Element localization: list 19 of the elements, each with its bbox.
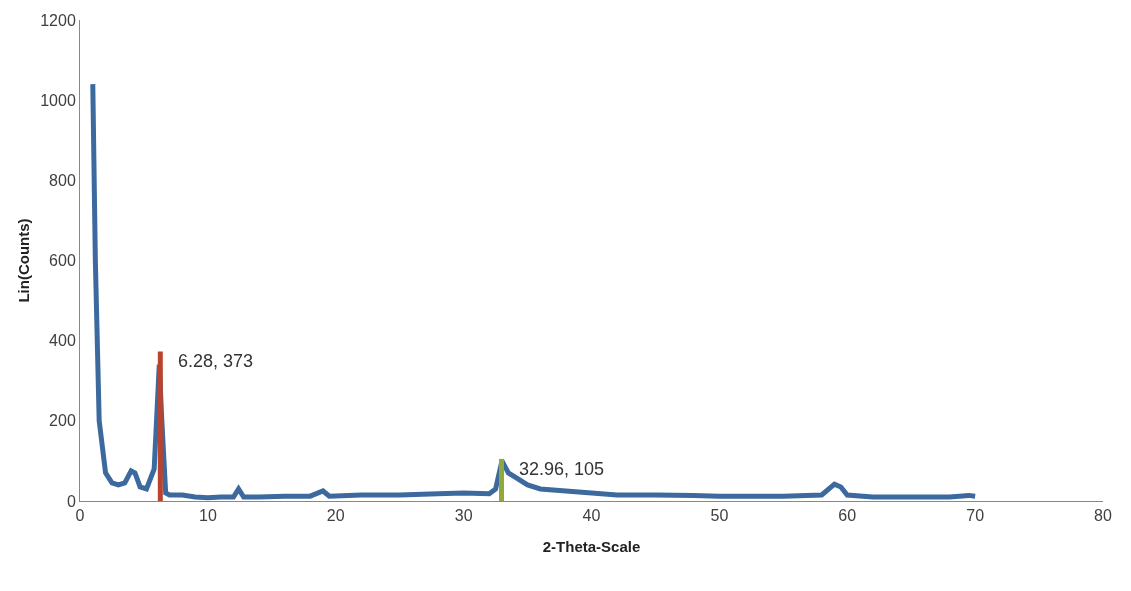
y-tick-label: 800 [49, 171, 76, 189]
annotation: 32.96, 105 [519, 459, 605, 479]
y-tick-label: 0 [66, 492, 76, 510]
x-tick-label: 30 [454, 507, 473, 525]
annotation: 6.28, 373 [178, 351, 254, 371]
y-tick-label: 200 [49, 412, 76, 430]
x-tick-label: 40 [582, 507, 601, 525]
y-tick-label: 1000 [40, 91, 76, 109]
x-tick-label: 20 [326, 507, 345, 525]
y-axis-title: Lin(Counts) [15, 218, 33, 303]
x-axis-title: 2-Theta-Scale [542, 538, 641, 556]
y-tick-label: 400 [49, 332, 76, 350]
x-tick-label: 10 [198, 507, 217, 525]
y-tick-label: 600 [49, 252, 76, 270]
x-tick-label: 80 [1094, 507, 1112, 525]
x-tick-label: 70 [966, 507, 985, 525]
x-tick-label: 50 [710, 507, 729, 525]
y-tick-label: 1200 [40, 11, 76, 29]
x-tick-label: 60 [838, 507, 857, 525]
